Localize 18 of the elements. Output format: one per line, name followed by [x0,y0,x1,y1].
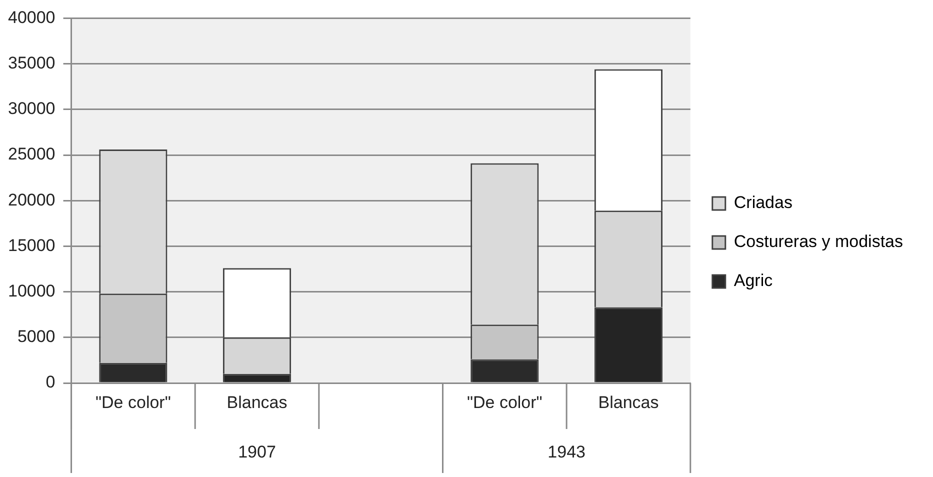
y-tick-label: 10000 [8,281,56,300]
legend-label: Criadas [734,193,792,212]
y-tick-label: 5000 [17,327,56,346]
y-tick-label: 0 [46,372,56,392]
y-tick-label: 25000 [8,144,56,164]
x-tick-label: "De color" [95,392,171,412]
y-tick-label: 40000 [8,8,56,27]
legend-label: Costureras y modistas [734,232,904,252]
text: 1943 [548,442,586,462]
x-tick-label: Blancas [598,392,659,412]
y-tick-label: 20000 [8,190,56,210]
y-tick-label: 35000 [8,53,56,72]
y-tick-label: 15000 [8,236,56,255]
text: 1907 [238,442,276,462]
x-tick-label: "De color" [466,392,542,412]
y-tick-label: 30000 [8,99,56,118]
x-tick-label: Blancas [226,392,288,412]
legend-label: Agric [734,271,774,290]
